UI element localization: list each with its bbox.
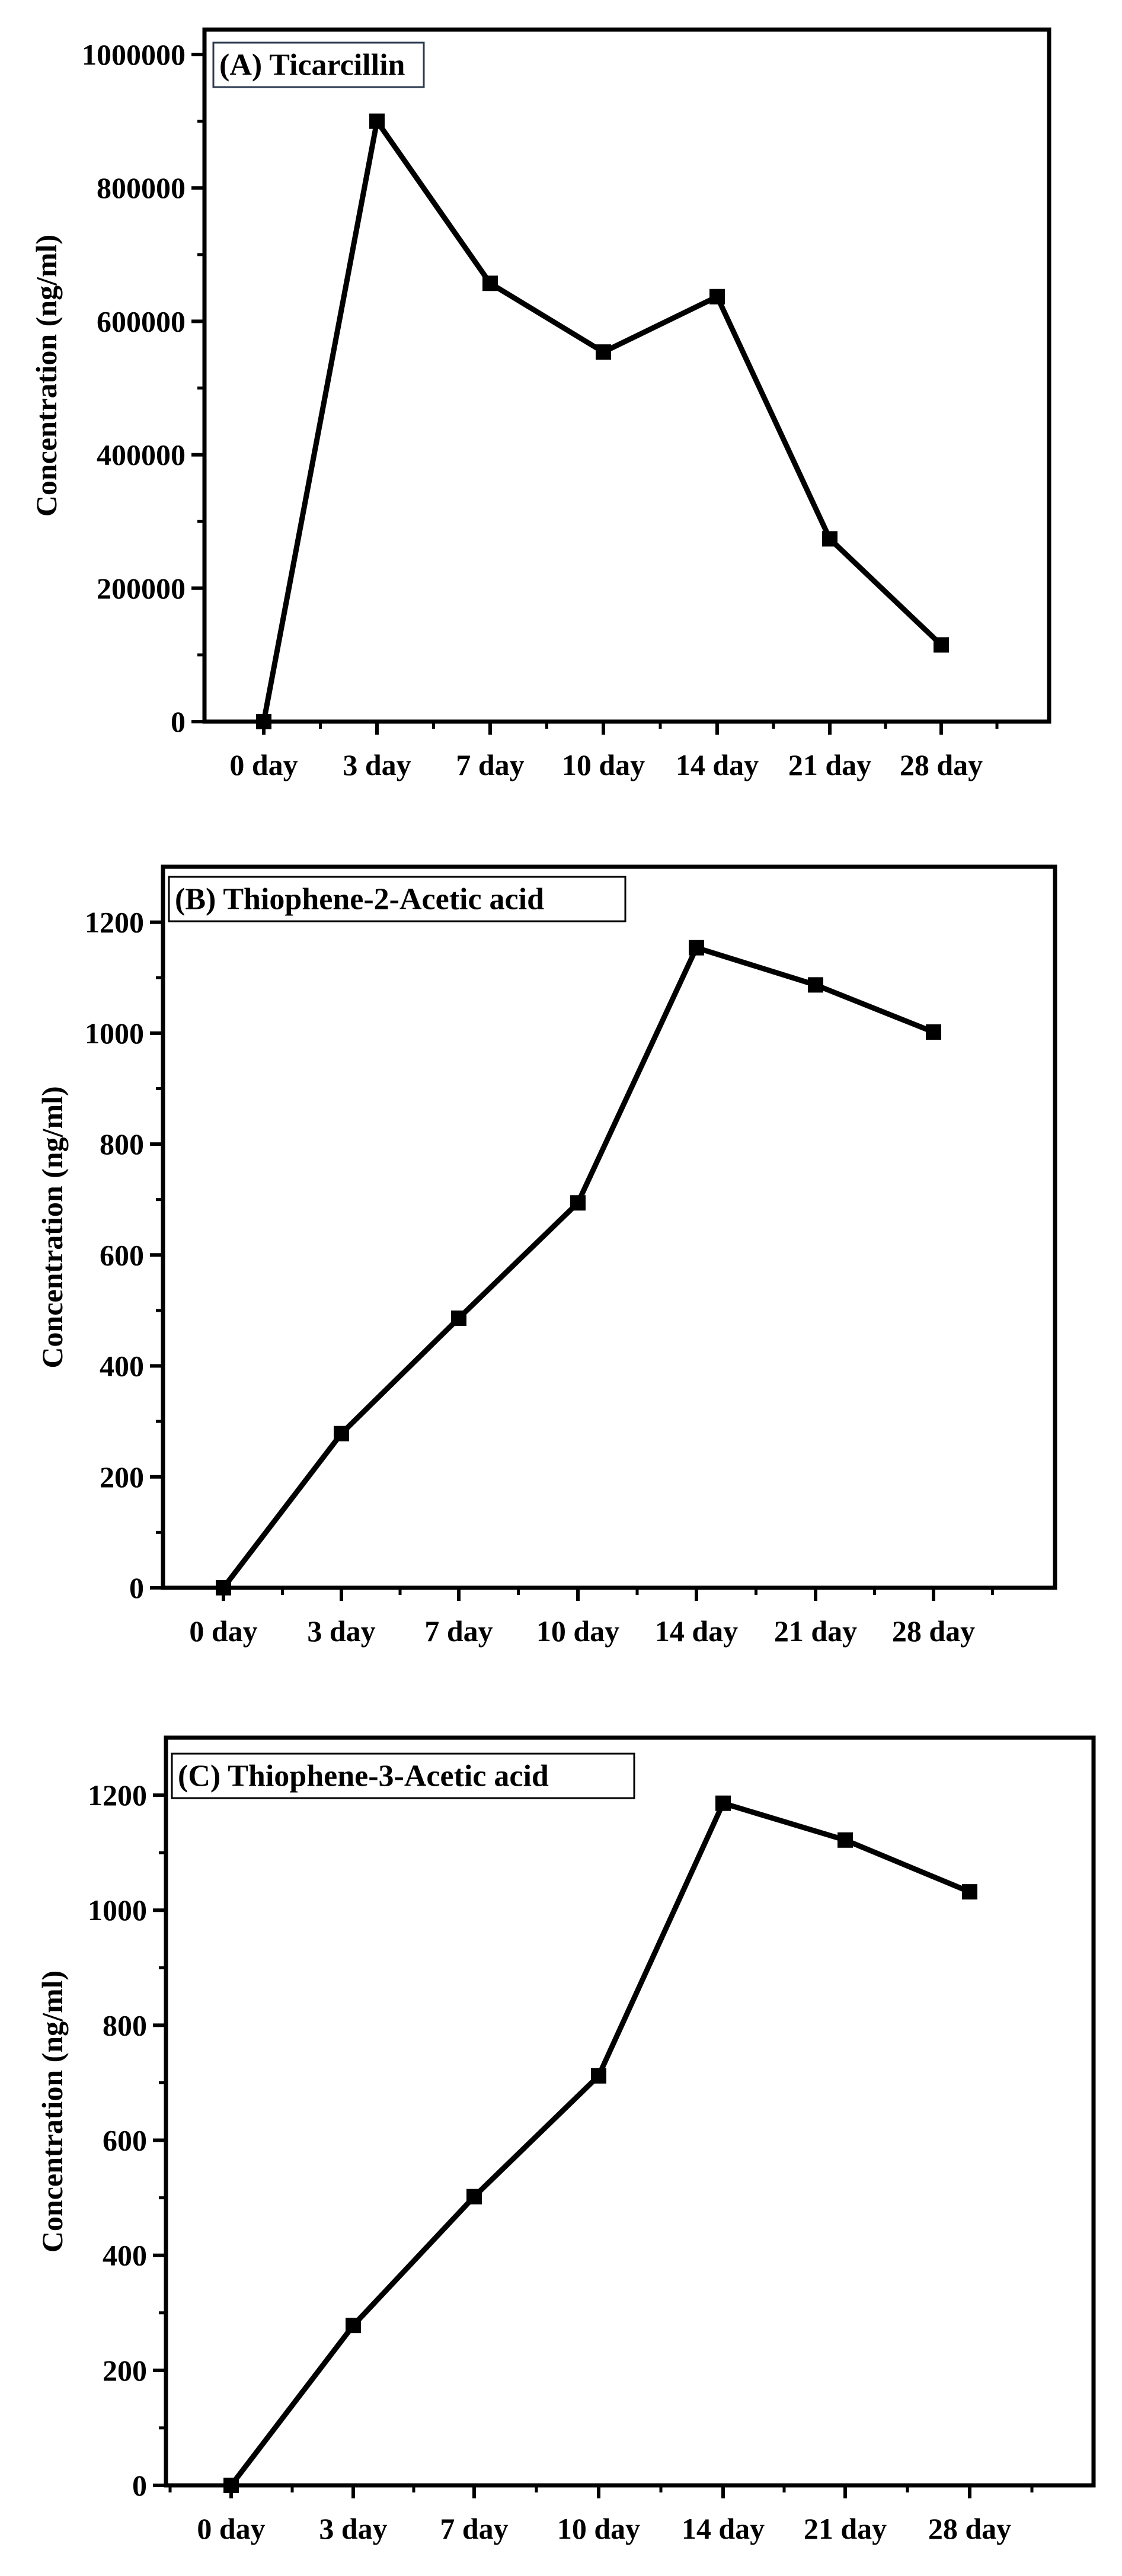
x-tick-label: 3 day	[319, 2512, 387, 2545]
data-point-marker	[822, 531, 837, 547]
y-tick-label: 200000	[97, 572, 186, 605]
x-tick-label: 10 day	[536, 1614, 619, 1648]
y-tick-label: 600	[103, 2124, 147, 2157]
y-axis-title: Concentration (ng/ml)	[36, 1086, 69, 1368]
y-tick-label: 1000000	[82, 38, 186, 71]
data-point-marker	[837, 1832, 853, 1848]
x-tick-label: 3 day	[307, 1614, 375, 1648]
y-tick-label: 600000	[97, 305, 186, 338]
x-tick-label: 10 day	[562, 748, 645, 781]
x-tick-label: 21 day	[804, 2512, 887, 2545]
panel-title-box	[171, 1752, 635, 1799]
y-tick-label: 1000	[88, 1893, 147, 1927]
y-tick-label: 400000	[97, 438, 186, 472]
x-tick-label: 14 day	[655, 1614, 738, 1648]
y-tick-label: 400	[103, 2239, 147, 2272]
data-point-marker	[715, 1795, 731, 1811]
data-point-marker	[808, 977, 823, 993]
y-tick-label: 0	[132, 2469, 147, 2502]
plot-frame	[202, 27, 1051, 724]
y-tick-label: 200	[100, 1460, 144, 1494]
data-point-marker	[570, 1195, 586, 1211]
panel-title-box	[168, 876, 626, 922]
data-point-marker	[596, 344, 611, 360]
y-tick-label: 800000	[97, 171, 186, 204]
y-tick-label: 1000	[85, 1017, 144, 1050]
x-tick-label: 28 day	[892, 1614, 975, 1648]
data-point-marker	[346, 2318, 361, 2334]
data-point-marker	[216, 1580, 231, 1595]
plot-frame	[164, 1735, 1096, 2488]
x-tick-label: 0 day	[197, 2512, 265, 2545]
data-point-marker	[334, 1425, 349, 1441]
panel-title-box	[212, 41, 425, 88]
x-tick-label: 3 day	[343, 748, 411, 781]
y-tick-label: 0	[171, 705, 186, 738]
x-tick-label: 28 day	[900, 748, 983, 781]
y-tick-label: 1200	[88, 1779, 147, 1812]
x-tick-label: 28 day	[928, 2512, 1011, 2545]
chart-panel-2: 0 200 400 600 800 1000 1200 0 day 3 day 7 day 10 d…	[36, 864, 1057, 1648]
data-point-marker	[926, 1024, 941, 1040]
y-tick-label: 200	[103, 2354, 147, 2387]
x-tick-label: 14 day	[682, 2512, 765, 2545]
chart-panel-3: 0 200 400 600 800 1000 1200 0 day 3 day 7 day 10 d…	[36, 1735, 1096, 2545]
data-point-marker	[934, 637, 949, 653]
data-point-marker	[482, 275, 498, 291]
data-point-marker	[451, 1311, 466, 1327]
y-tick-label: 600	[100, 1238, 144, 1271]
panel-title: (B) Thiophene-2-Acetic acid	[175, 883, 544, 917]
data-point-marker	[369, 113, 385, 129]
x-tick-label: 7 day	[456, 748, 524, 781]
y-tick-label: 0	[129, 1571, 144, 1604]
data-point-marker	[689, 940, 704, 956]
data-point-marker	[466, 2189, 482, 2205]
data-point-marker	[223, 2478, 239, 2493]
y-tick-label: 400	[100, 1350, 144, 1383]
plot-frame	[161, 864, 1057, 1590]
data-point-marker	[256, 714, 271, 729]
chart-panel-1: 0 200000 400000 600000 800000 1000000 0 day 3 d…	[30, 27, 1051, 781]
x-tick-label: 7 day	[424, 1614, 493, 1648]
data-point-marker	[709, 289, 725, 305]
x-tick-label: 14 day	[676, 748, 759, 781]
x-tick-label: 10 day	[557, 2512, 640, 2545]
panel-title: (C) Thiophene-3-Acetic acid	[178, 1760, 549, 1793]
y-tick-label: 800	[103, 2008, 147, 2042]
x-tick-label: 21 day	[788, 748, 871, 781]
x-tick-label: 0 day	[189, 1614, 257, 1648]
y-tick-label: 800	[100, 1127, 144, 1161]
x-tick-label: 21 day	[774, 1614, 857, 1648]
x-tick-label: 7 day	[440, 2512, 508, 2545]
data-point-marker	[962, 1884, 977, 1900]
panel-title: (A) Ticarcillin	[219, 49, 405, 82]
data-point-marker	[591, 2068, 606, 2084]
y-axis-title: Concentration (ng/ml)	[36, 1971, 69, 2253]
y-axis-title: Concentration (ng/ml)	[30, 235, 63, 517]
x-tick-label: 0 day	[229, 748, 298, 781]
y-tick-label: 1200	[85, 906, 144, 939]
